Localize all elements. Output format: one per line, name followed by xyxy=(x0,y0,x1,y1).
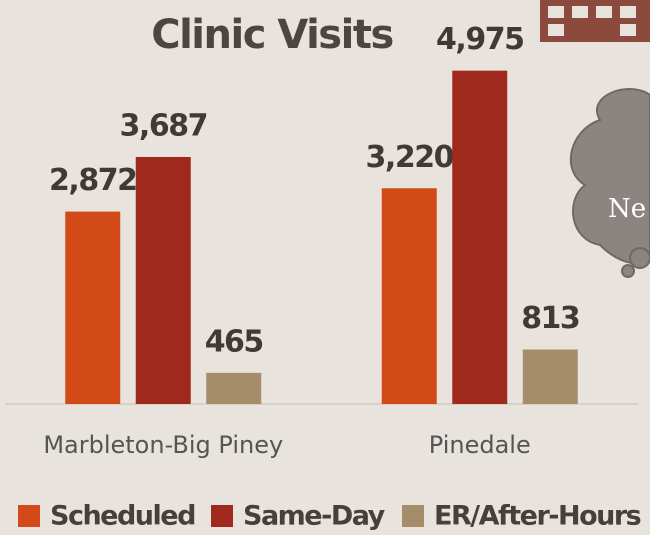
legend-label: Same-Day xyxy=(243,501,386,532)
data-label: 3,220 xyxy=(366,140,454,175)
bar xyxy=(522,349,578,404)
thought-cloud xyxy=(569,88,650,278)
data-label: 4,975 xyxy=(436,22,523,57)
building-icon xyxy=(540,0,650,42)
legend-label: Scheduled xyxy=(50,501,195,532)
legend-swatch xyxy=(211,505,233,527)
x-tick-label: Pinedale xyxy=(429,431,531,459)
x-tick-label: Marbleton-Big Piney xyxy=(43,431,283,459)
cloud-text: Ne xyxy=(608,194,646,224)
data-label: 813 xyxy=(521,301,579,336)
bar xyxy=(65,211,121,404)
data-label: 2,872 xyxy=(49,163,136,198)
chart-title: Clinic Visits xyxy=(151,12,393,58)
legend-swatch xyxy=(402,505,424,527)
bar xyxy=(381,188,437,404)
data-label: 3,687 xyxy=(120,108,207,143)
bar xyxy=(452,70,508,405)
data-label: 465 xyxy=(205,324,263,359)
bar xyxy=(206,372,262,404)
bar xyxy=(135,156,191,404)
legend-label: ER/After-Hours xyxy=(434,501,641,532)
legend-swatch xyxy=(18,505,40,527)
